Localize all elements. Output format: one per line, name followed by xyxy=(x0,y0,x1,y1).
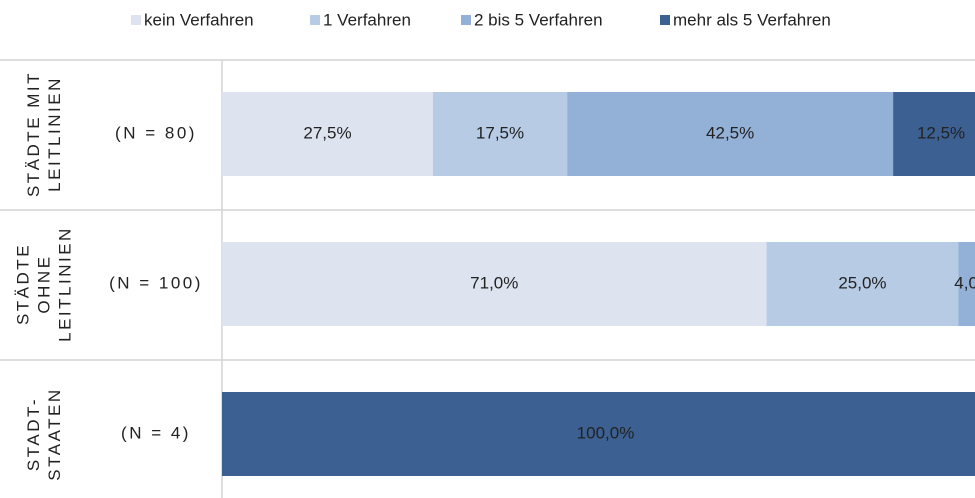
category-label: STÄDTE xyxy=(13,243,32,325)
category-count: (N = 4) xyxy=(121,423,191,442)
bar-segment xyxy=(958,242,975,326)
category-count: (N = 80) xyxy=(115,123,197,142)
category-label: LEITLINIEN xyxy=(45,76,64,192)
bar-segment xyxy=(893,92,975,176)
legend-swatch xyxy=(310,15,320,25)
category-label: LEITLINIEN xyxy=(55,226,74,342)
legend-swatch xyxy=(461,15,471,25)
bar-segment xyxy=(567,92,894,176)
category-label: STAATEN xyxy=(45,387,64,480)
legend-label: 2 bis 5 Verfahren xyxy=(474,10,603,29)
value-label: 71,0% xyxy=(470,273,518,292)
bar-segment xyxy=(222,242,767,326)
legend-swatch xyxy=(131,15,141,25)
legend-label: kein Verfahren xyxy=(144,10,254,29)
value-label: 27,5% xyxy=(303,123,351,142)
bar-segment xyxy=(432,92,568,176)
category-count: (N = 100) xyxy=(109,273,203,292)
legend-label: mehr als 5 Verfahren xyxy=(673,10,831,29)
value-label: 42,5% xyxy=(706,123,754,142)
bar-segment xyxy=(222,392,975,476)
value-label: 17,5% xyxy=(476,123,524,142)
category-label: STADT- xyxy=(24,397,43,471)
value-label: 12,5% xyxy=(917,123,965,142)
value-label: 25,0% xyxy=(838,273,886,292)
bar-segment xyxy=(766,242,959,326)
value-label: 4,0% xyxy=(954,273,975,292)
value-label: 100,0% xyxy=(577,423,635,442)
legend-swatch xyxy=(660,15,670,25)
category-label: OHNE xyxy=(34,254,53,313)
bar-segment xyxy=(222,92,433,176)
legend-label: 1 Verfahren xyxy=(323,10,411,29)
category-label: STÄDTE MIT xyxy=(24,71,43,197)
